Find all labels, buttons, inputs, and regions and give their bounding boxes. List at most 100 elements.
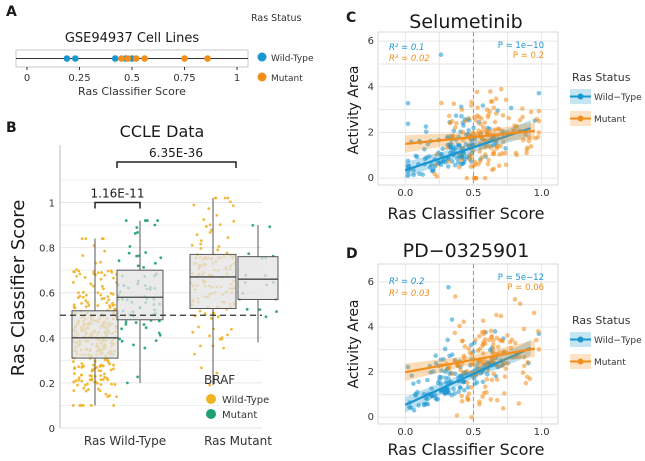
- c-point-mutant: [513, 150, 519, 156]
- panel-c-legend-label-wild-type: Wild−Type: [594, 93, 642, 103]
- panel-b-point: [83, 275, 87, 279]
- panel-b-point: [80, 302, 83, 305]
- panel-b-point: [192, 203, 196, 207]
- panel-b-point: [159, 256, 163, 260]
- d-point-mutant: [477, 399, 482, 405]
- panel-b-point: [258, 308, 262, 312]
- panel-d-legend-swatch-mutant: [577, 358, 584, 365]
- panel-b-pvalue-ras: 6.35E-36: [149, 146, 203, 160]
- panel-b-point: [101, 378, 105, 382]
- panel-b-point: [223, 196, 227, 200]
- panel-b-point: [89, 404, 93, 407]
- panel-b: B CCLE Data 0 0.2 0.4 0.6 0.8 1 Ras Classifie…: [6, 120, 279, 448]
- panel-b-point: [106, 269, 110, 273]
- d-point-mutant: [446, 366, 452, 372]
- panel-b-point: [77, 365, 81, 369]
- c-point-mutant: [464, 175, 470, 181]
- d-point-wild-type: [416, 403, 421, 408]
- c-point-mutant: [447, 120, 453, 126]
- panel-b-point: [124, 219, 128, 222]
- panel-b-point: [112, 367, 115, 371]
- d-point-wild-type: [480, 379, 486, 385]
- panel-b-y-tick-label: 1: [49, 199, 55, 210]
- c-point-mutant: [498, 86, 504, 92]
- panel-b-point: [76, 383, 79, 387]
- c-point-mutant: [475, 105, 480, 110]
- panel-a-x-ticks: 0 0.25 0.5 0.75 1: [24, 67, 240, 84]
- d-point-mutant: [494, 397, 500, 403]
- c-point-mutant: [466, 116, 472, 121]
- panel-d-legend-label-wild-type: Wild−Type: [594, 336, 642, 346]
- c-point-wild-type: [438, 162, 444, 168]
- c-point-mutant: [492, 119, 498, 125]
- panel-b-point: [73, 306, 77, 310]
- c-point-mutant: [488, 145, 493, 151]
- c-point-mutant: [485, 129, 490, 135]
- panel-b-point: [85, 293, 88, 297]
- d-point-wild-type: [429, 386, 434, 391]
- panel-b-point: [157, 331, 161, 335]
- panel-b-point: [77, 291, 80, 295]
- panel-b-point: [156, 219, 160, 222]
- panel-d-letter: D: [346, 246, 358, 262]
- panel-d-legend-title: Ras Status: [572, 314, 631, 327]
- c-point-mutant: [472, 114, 477, 120]
- c-y-tick-label: 4: [368, 82, 374, 93]
- d-point-wild-type: [424, 401, 429, 407]
- c-point-mutant: [444, 145, 450, 151]
- panel-b-point: [82, 290, 85, 294]
- d-x-tick-label: 1.0: [534, 427, 550, 438]
- d-point-wild-type: [431, 369, 436, 374]
- d-point-wild-type: [425, 396, 430, 402]
- panel-b-point: [154, 339, 158, 343]
- d-point-mutant: [482, 384, 488, 390]
- panel-b-point: [112, 404, 116, 407]
- panel-b-boxes: [71, 198, 279, 406]
- panel-b-bracket-ras: [116, 161, 237, 168]
- d-point-mutant: [534, 337, 539, 343]
- panel-b-point: [101, 237, 105, 241]
- panel-b-point: [191, 330, 195, 334]
- panel-b-point: [88, 378, 92, 382]
- c-point-mutant: [450, 133, 455, 139]
- c-point-mutant: [473, 162, 478, 167]
- d-y-tick-label: 2: [368, 367, 374, 378]
- d-point-mutant: [494, 312, 499, 318]
- panel-b-point: [264, 315, 268, 319]
- d-point-mutant: [480, 343, 485, 349]
- c-point-mutant: [503, 162, 509, 168]
- d-point-mutant: [502, 391, 507, 396]
- panel-b-point: [77, 269, 81, 273]
- d-point-mutant: [500, 362, 506, 367]
- panel-a-point: [181, 55, 188, 62]
- d-point-wild-type: [433, 353, 438, 358]
- c-point-wild-type: [471, 125, 476, 131]
- panel-b-letter: B: [6, 120, 17, 136]
- c-point-mutant: [469, 99, 474, 105]
- c-point-wild-type: [448, 144, 454, 150]
- panel-b-point: [245, 307, 249, 311]
- panel-b-point: [108, 304, 111, 308]
- panel-b-point: [92, 363, 95, 367]
- panel-b-point: [135, 226, 139, 229]
- d-point-mutant: [513, 340, 518, 346]
- d-point-mutant: [482, 337, 488, 342]
- d-point-mutant: [449, 371, 455, 377]
- panel-b-point: [133, 232, 137, 235]
- panel-c-letter: C: [346, 10, 356, 26]
- c-point-mutant: [459, 157, 465, 163]
- panel-b-point: [73, 367, 77, 370]
- c-point-mutant: [485, 161, 491, 167]
- panel-b-point: [81, 295, 85, 299]
- panel-a-point: [141, 55, 148, 62]
- panel-d-x-axis-label: Ras Classifier Score: [388, 440, 545, 459]
- c-y-tick-label: 6: [368, 36, 374, 47]
- c-x-tick-label: 0.0: [397, 188, 413, 199]
- d-point-mutant: [499, 338, 505, 344]
- c-point-wild-type: [411, 172, 416, 178]
- panel-a-legend-label-mutant: Mutant: [271, 74, 303, 84]
- panel-a-tick-label: 0.25: [68, 73, 90, 84]
- c-point-mutant: [482, 152, 488, 157]
- d-point-mutant: [459, 393, 464, 399]
- panel-a-legend: Ras Status Wild-Type Mutant: [251, 13, 314, 84]
